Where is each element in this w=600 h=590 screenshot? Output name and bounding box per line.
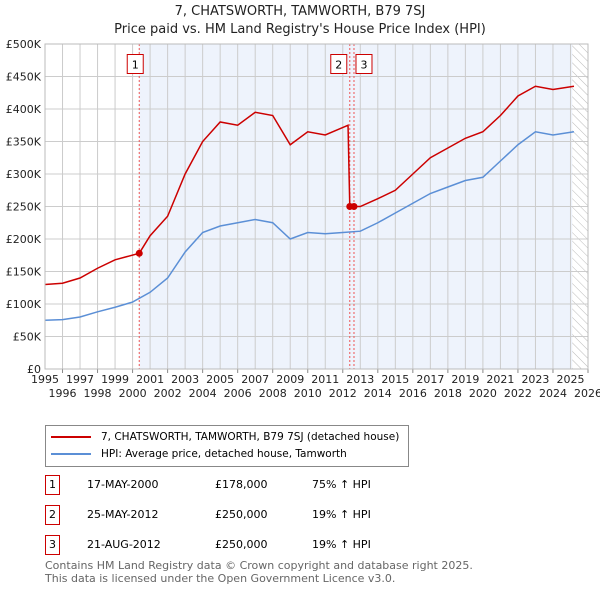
x-tick-label: 2001 bbox=[136, 373, 164, 386]
x-tick-label: 1998 bbox=[84, 387, 112, 400]
x-tick-label: 2013 bbox=[346, 373, 374, 386]
sale-point bbox=[135, 249, 143, 257]
sale-date: 17-MAY-2000 bbox=[87, 478, 159, 491]
y-tick-label: £0 bbox=[27, 363, 41, 376]
x-tick-label: 2024 bbox=[539, 387, 567, 400]
sale-price: £250,000 bbox=[215, 538, 268, 551]
x-tick-label: 2016 bbox=[399, 387, 427, 400]
legend-blue-line bbox=[51, 453, 91, 455]
x-tick-label: 2017 bbox=[416, 373, 444, 386]
x-tick-label: 2014 bbox=[364, 387, 392, 400]
footer-line: Contains HM Land Registry data © Crown c… bbox=[45, 559, 473, 572]
x-tick-label: 2012 bbox=[329, 387, 357, 400]
y-tick-label: £450K bbox=[6, 71, 42, 84]
x-tick-label: 2002 bbox=[154, 387, 182, 400]
series-line bbox=[44, 85, 575, 286]
chart: 1995199619971998199920002001200220032004… bbox=[6, 38, 600, 400]
x-tick-label: 2003 bbox=[171, 373, 199, 386]
x-tick-label: 2019 bbox=[451, 373, 479, 386]
sale-row: 1 17-MAY-2000 £178,000 75% ↑ HPI bbox=[45, 475, 445, 495]
legend-red-line bbox=[51, 436, 91, 438]
sale-price: £250,000 bbox=[215, 508, 268, 521]
y-tick-label: £200K bbox=[6, 233, 42, 246]
x-tick-label: 1999 bbox=[101, 373, 129, 386]
sale-label-box bbox=[355, 54, 373, 74]
legend-label: 7, CHATSWORTH, TAMWORTH, B79 7SJ (detach… bbox=[101, 431, 400, 443]
y-tick-label: £300K bbox=[6, 168, 42, 181]
y-tick-label: £400K bbox=[6, 103, 42, 116]
x-tick-label: 2004 bbox=[189, 387, 217, 400]
sale-price: £178,000 bbox=[215, 478, 268, 491]
x-tick-label: 2025 bbox=[556, 373, 584, 386]
sale-number: 2 bbox=[45, 505, 60, 525]
x-tick-label: 1995 bbox=[31, 373, 59, 386]
legend: 7, CHATSWORTH, TAMWORTH, B79 7SJ (detach… bbox=[45, 425, 409, 467]
x-tick-label: 2010 bbox=[294, 387, 322, 400]
sale-hpi: 19% ↑ HPI bbox=[312, 508, 371, 521]
sale-number: 3 bbox=[45, 535, 60, 555]
x-tick-label: 2020 bbox=[469, 387, 497, 400]
x-tick-label: 2026 bbox=[574, 387, 600, 400]
y-tick-label: £250K bbox=[6, 201, 42, 214]
sale-row: 3 21-AUG-2012 £250,000 19% ↑ HPI bbox=[45, 535, 445, 555]
x-tick-label: 2018 bbox=[434, 387, 462, 400]
y-tick-label: £100K bbox=[6, 298, 42, 311]
x-tick-label: 1997 bbox=[66, 373, 94, 386]
sale-label: 1 bbox=[132, 59, 139, 72]
sale-label: 3 bbox=[360, 59, 367, 72]
y-tick-label: £50K bbox=[13, 331, 42, 344]
sale-label-box bbox=[126, 54, 144, 74]
x-tick-label: 2023 bbox=[521, 373, 549, 386]
series-line bbox=[44, 130, 575, 321]
x-tick-label: 2009 bbox=[276, 373, 304, 386]
sale-date: 21-AUG-2012 bbox=[87, 538, 161, 551]
chart-title: 7, CHATSWORTH, TAMWORTH, B79 7SJ bbox=[174, 4, 426, 19]
sale-hpi: 19% ↑ HPI bbox=[312, 538, 371, 551]
x-tick-label: 2015 bbox=[381, 373, 409, 386]
sale-number: 1 bbox=[45, 475, 60, 495]
sale-row: 2 25-MAY-2012 £250,000 19% ↑ HPI bbox=[45, 505, 445, 525]
footer: Contains HM Land Registry data © Crown c… bbox=[45, 559, 473, 585]
plot-border bbox=[44, 43, 589, 370]
chart-subtitle: Price paid vs. HM Land Registry's House … bbox=[114, 22, 486, 37]
x-tick-label: 2007 bbox=[241, 373, 269, 386]
y-tick-label: £500K bbox=[6, 38, 42, 51]
x-tick-label: 2021 bbox=[486, 373, 514, 386]
x-tick-label: 1996 bbox=[49, 387, 77, 400]
x-tick-label: 2000 bbox=[119, 387, 147, 400]
y-tick-label: £350K bbox=[6, 136, 42, 149]
footer-line: This data is licensed under the Open Gov… bbox=[45, 572, 396, 585]
sale-point bbox=[350, 203, 358, 210]
y-tick-label: £150K bbox=[6, 266, 42, 279]
legend-label: HPI: Average price, detached house, Tamw… bbox=[101, 448, 347, 460]
x-tick-label: 2011 bbox=[311, 373, 339, 386]
sale-date: 25-MAY-2012 bbox=[87, 508, 159, 521]
x-tick-label: 2006 bbox=[224, 387, 252, 400]
sale-label-box bbox=[330, 54, 348, 74]
x-tick-label: 2022 bbox=[504, 387, 532, 400]
x-tick-label: 2005 bbox=[206, 373, 234, 386]
x-tick-label: 2008 bbox=[259, 387, 287, 400]
sale-hpi: 75% ↑ HPI bbox=[312, 478, 371, 491]
sale-label: 2 bbox=[335, 59, 342, 72]
